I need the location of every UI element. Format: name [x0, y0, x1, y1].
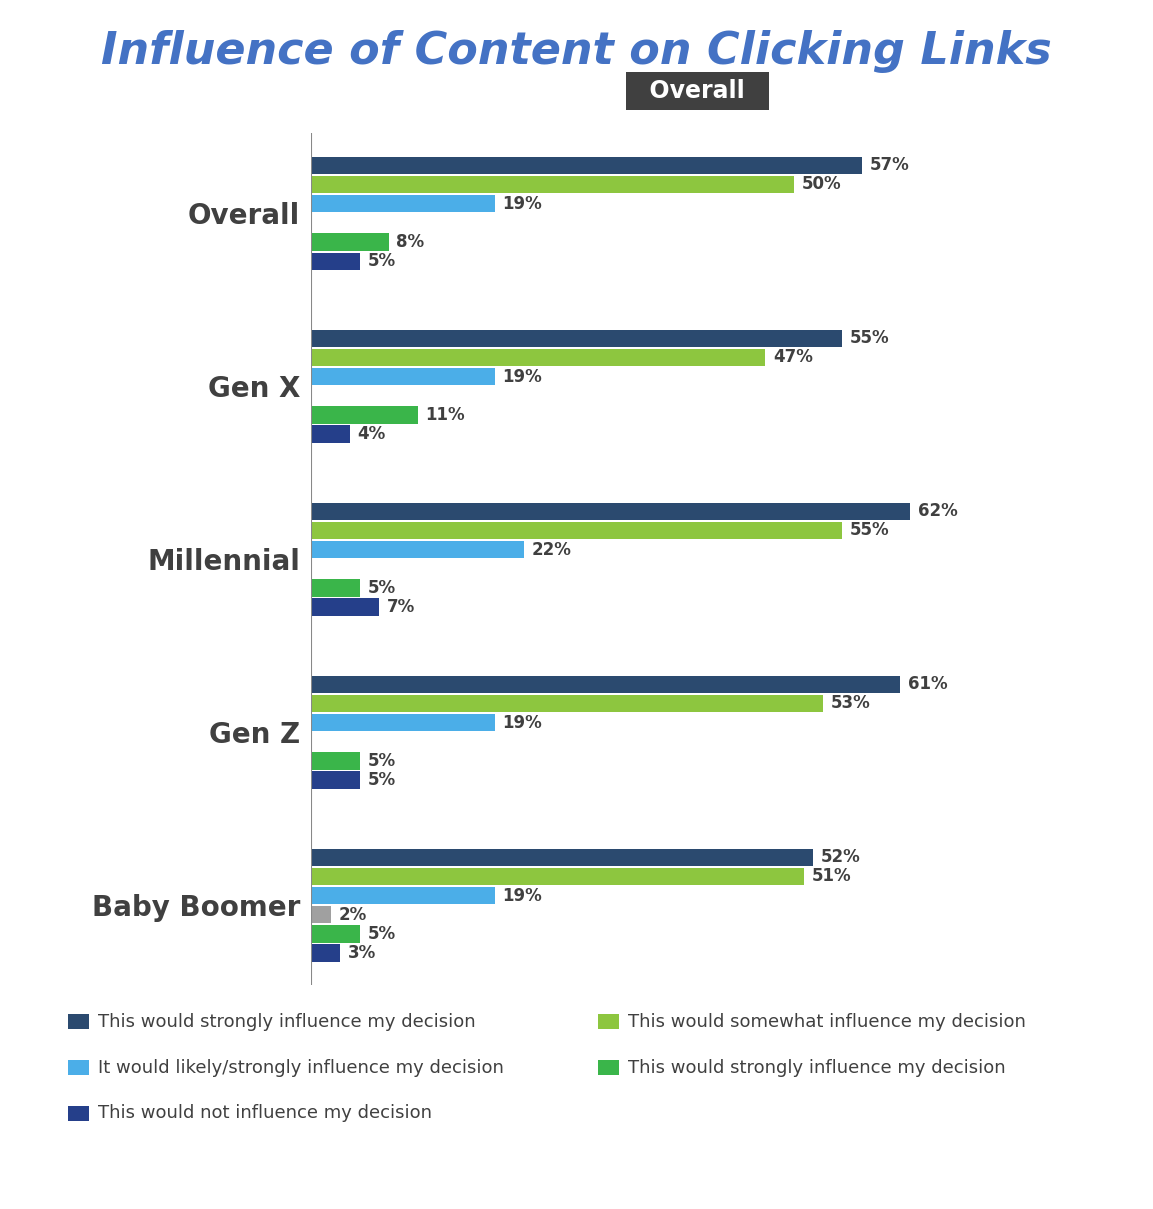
- Bar: [311, 522, 843, 539]
- Bar: [311, 906, 331, 924]
- Text: 19%: 19%: [503, 368, 542, 386]
- Text: 5%: 5%: [368, 771, 395, 789]
- Bar: [311, 253, 360, 270]
- Text: 22%: 22%: [532, 540, 572, 559]
- Bar: [311, 233, 389, 250]
- Text: 53%: 53%: [831, 694, 871, 712]
- Bar: [311, 175, 794, 193]
- Text: 62%: 62%: [918, 502, 957, 520]
- Bar: [311, 868, 804, 885]
- Text: 8%: 8%: [397, 233, 424, 251]
- Text: 50%: 50%: [801, 175, 842, 193]
- Text: 51%: 51%: [812, 867, 851, 885]
- Bar: [311, 368, 495, 386]
- Bar: [311, 406, 417, 423]
- Text: 61%: 61%: [909, 675, 948, 693]
- Text: 19%: 19%: [503, 195, 542, 213]
- Text: Influence of Content on Clicking Links: Influence of Content on Clicking Links: [101, 30, 1052, 74]
- Text: 5%: 5%: [368, 579, 395, 597]
- Text: 19%: 19%: [503, 713, 542, 731]
- Bar: [311, 752, 360, 770]
- Text: 19%: 19%: [503, 886, 542, 904]
- Text: 4%: 4%: [357, 426, 386, 444]
- Bar: [311, 771, 360, 788]
- Bar: [311, 887, 495, 904]
- Bar: [311, 540, 523, 559]
- Bar: [311, 676, 900, 693]
- Bar: [311, 426, 351, 442]
- Text: 11%: 11%: [425, 406, 465, 424]
- Bar: [311, 348, 766, 366]
- Bar: [311, 157, 861, 174]
- Bar: [311, 503, 910, 520]
- Bar: [311, 579, 360, 596]
- Bar: [311, 849, 814, 866]
- Text: 3%: 3%: [348, 944, 376, 962]
- Text: 47%: 47%: [773, 348, 813, 366]
- Text: This would somewhat influence my decision: This would somewhat influence my decisio…: [628, 1013, 1026, 1030]
- Text: 5%: 5%: [368, 925, 395, 943]
- Bar: [311, 925, 360, 943]
- Text: 52%: 52%: [821, 849, 861, 866]
- Bar: [311, 695, 823, 712]
- Text: 5%: 5%: [368, 253, 395, 270]
- Text: 7%: 7%: [386, 598, 415, 617]
- Text: This would not influence my decision: This would not influence my decision: [98, 1105, 432, 1122]
- Bar: [311, 330, 843, 347]
- Text: It would likely/strongly influence my decision: It would likely/strongly influence my de…: [98, 1059, 504, 1076]
- Text: 57%: 57%: [869, 156, 910, 174]
- Text: Overall: Overall: [633, 79, 762, 103]
- Bar: [311, 713, 495, 731]
- Text: 55%: 55%: [850, 329, 890, 347]
- Text: 2%: 2%: [338, 906, 367, 924]
- Text: 5%: 5%: [368, 752, 395, 770]
- Bar: [311, 195, 495, 213]
- Bar: [311, 944, 340, 961]
- Text: 55%: 55%: [850, 521, 890, 539]
- Text: This would strongly influence my decision: This would strongly influence my decisio…: [628, 1059, 1007, 1076]
- Bar: [311, 598, 379, 615]
- Text: This would strongly influence my decision: This would strongly influence my decisio…: [98, 1013, 476, 1030]
